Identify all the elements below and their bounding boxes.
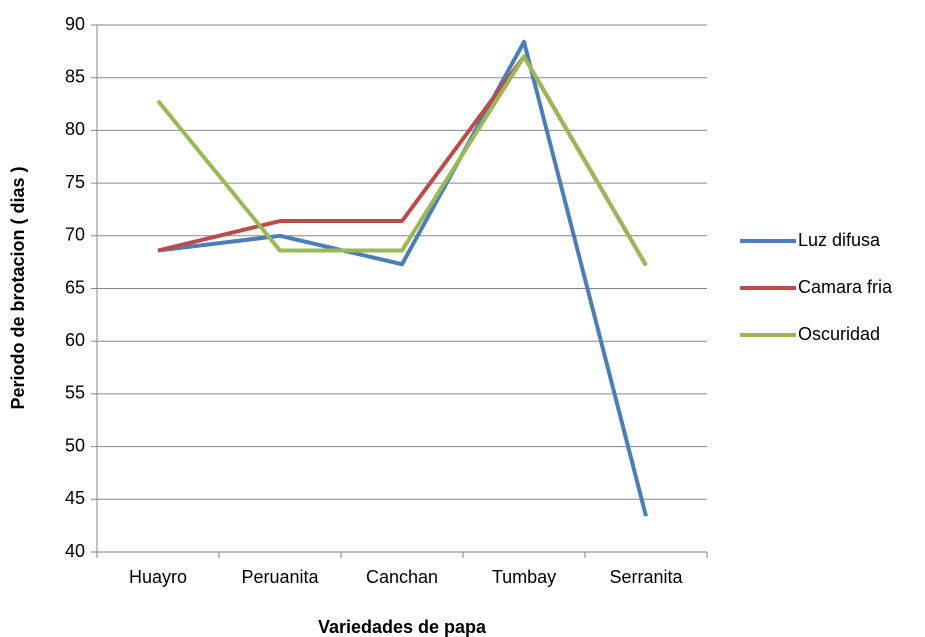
y-tick-label: 50 (65, 435, 85, 455)
y-tick-label: 40 (65, 541, 85, 561)
y-tick-label: 80 (65, 119, 85, 139)
legend-label: Luz difusa (798, 230, 881, 250)
y-tick-label: 55 (65, 383, 85, 403)
y-tick-label: 75 (65, 172, 85, 192)
y-tick-label: 85 (65, 66, 85, 86)
series-line (156, 54, 648, 267)
y-tick-label: 90 (65, 14, 85, 34)
series-line (157, 39, 648, 517)
y-axis-title: Periodo de brotacion ( dias ) (8, 166, 28, 409)
y-tick-label: 45 (65, 488, 85, 508)
x-tick-label: Serranita (609, 567, 683, 587)
y-tick-label: 70 (65, 225, 85, 245)
y-tick-label: 65 (65, 277, 85, 297)
legend-label: Oscuridad (798, 324, 880, 344)
x-tick-label: Huayro (129, 567, 187, 587)
x-tick-label: Tumbay (492, 567, 556, 587)
x-tick-label: Peruanita (241, 567, 319, 587)
x-axis-title: Variedades de papa (318, 617, 487, 637)
legend-label: Camara fria (798, 277, 893, 297)
y-tick-label: 60 (65, 330, 85, 350)
x-tick-label: Canchan (366, 567, 438, 587)
